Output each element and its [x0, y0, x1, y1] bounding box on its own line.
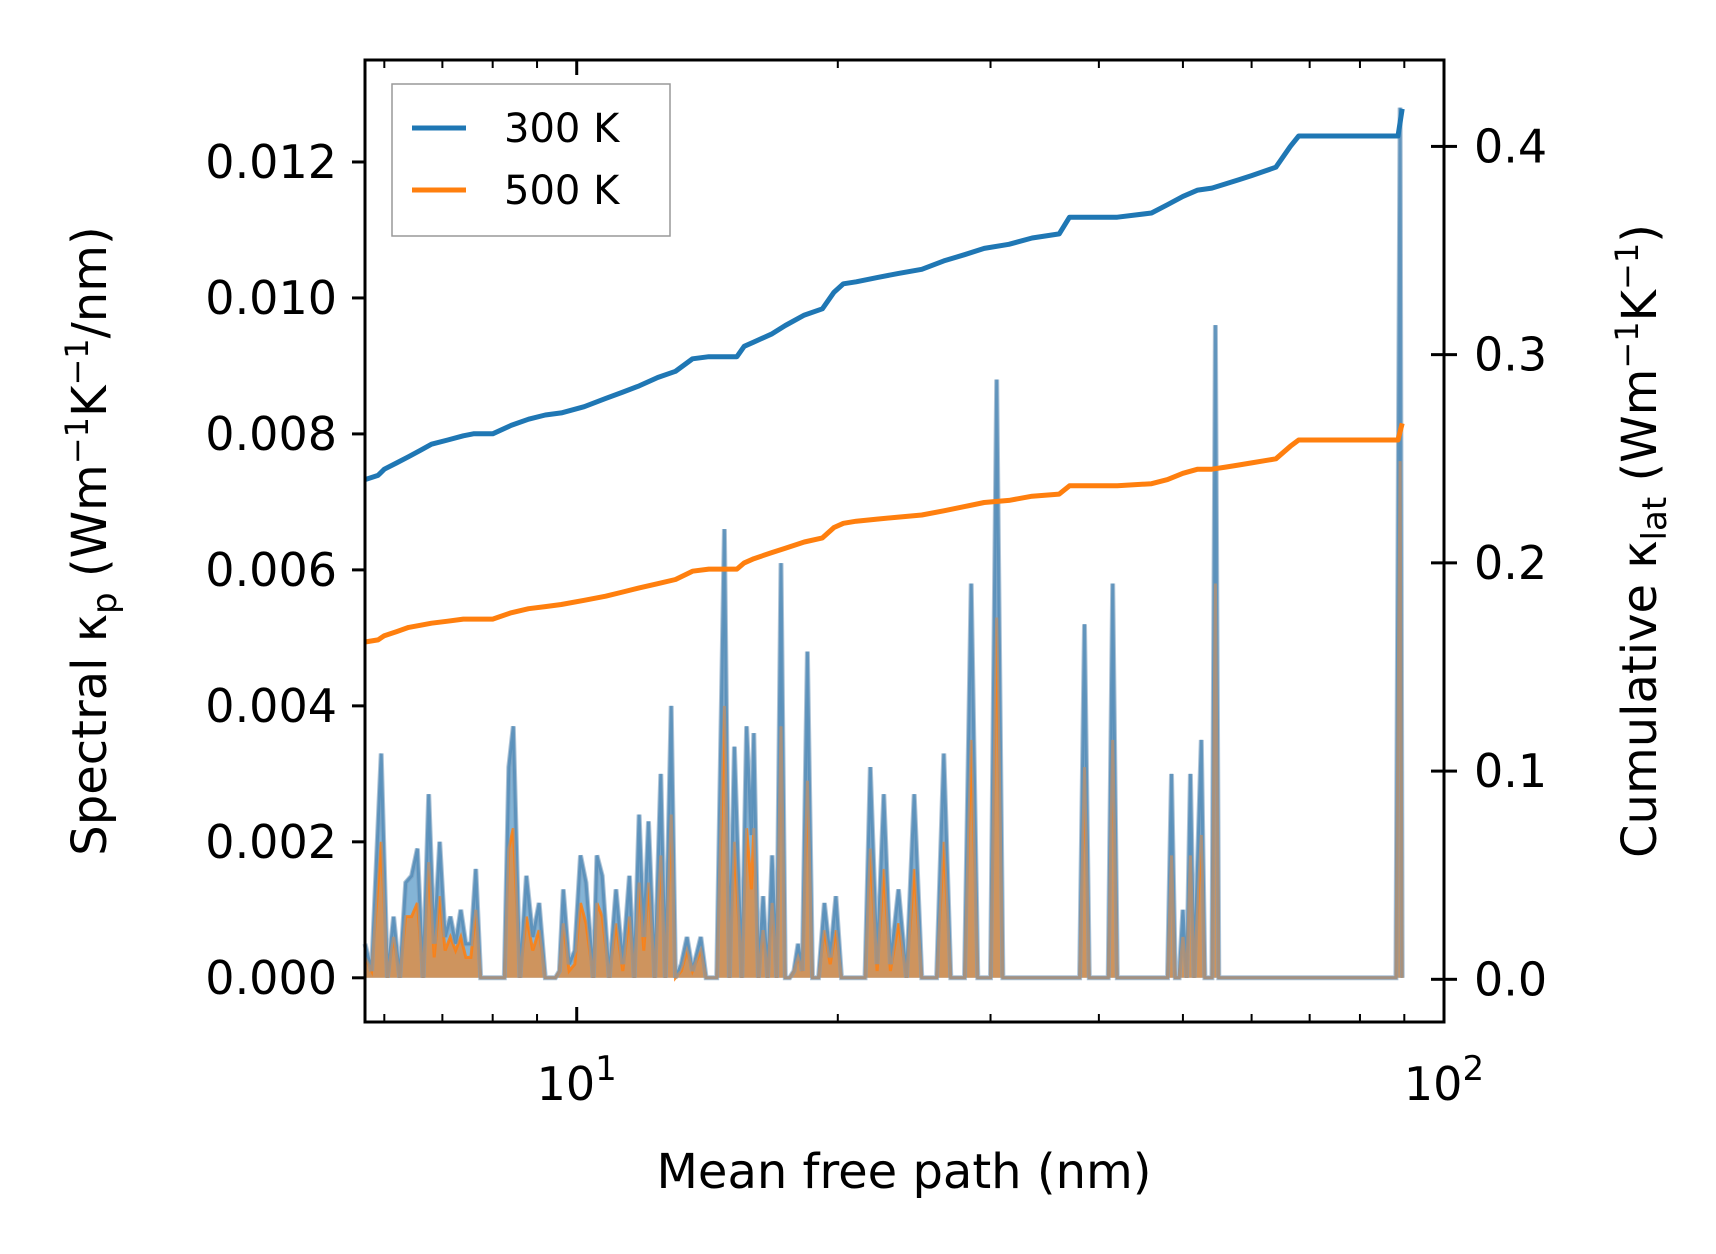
right-tick-label: 0.1: [1474, 744, 1547, 798]
right-axis-title: Cumulative κlat (Wm−1K−1): [1608, 224, 1675, 858]
plot-frame: [363, 58, 1446, 1024]
left-tick-label: 0.010: [205, 271, 337, 325]
x-axis-title: Mean free path (nm): [657, 1144, 1152, 1200]
spectral-envelope-outline: [362, 107, 1405, 981]
left-tick-label: 0.012: [205, 135, 337, 189]
legend-frame: [391, 83, 671, 237]
x-tick-label: 101: [537, 1049, 617, 1111]
cumulative-line-500k: [364, 422, 1405, 645]
left-tick-label: 0.002: [205, 815, 337, 869]
right-tick-label: 0.3: [1474, 328, 1547, 382]
ticks-layer: 0.000 0.002 0.004 0.006 0.008 0.010 0.012 0.0 0.…: [205, 60, 1547, 1111]
left-tick-label: 0.004: [205, 679, 337, 733]
right-tick-label: 0.0: [1474, 952, 1547, 1006]
right-tick-label: 0.2: [1474, 536, 1547, 590]
left-tick-label: 0.008: [205, 407, 337, 461]
left-tick-label: 0.000: [205, 951, 337, 1005]
right-tick-label: 0.4: [1474, 119, 1547, 173]
spectral-series-layer: [362, 107, 1405, 982]
cumulative-line-300k: [364, 108, 1405, 482]
x-tick-label: 102: [1404, 1049, 1484, 1111]
left-tick-label: 0.006: [205, 543, 337, 597]
cumulative-series-layer: [364, 108, 1405, 645]
left-axis-title: Spectral κp (Wm−1K−1/nm): [58, 226, 125, 855]
legend-label-500k: 500 K: [504, 168, 621, 214]
legend: 300 K 500 K: [391, 83, 671, 237]
legend-label-300k: 300 K: [504, 106, 621, 152]
